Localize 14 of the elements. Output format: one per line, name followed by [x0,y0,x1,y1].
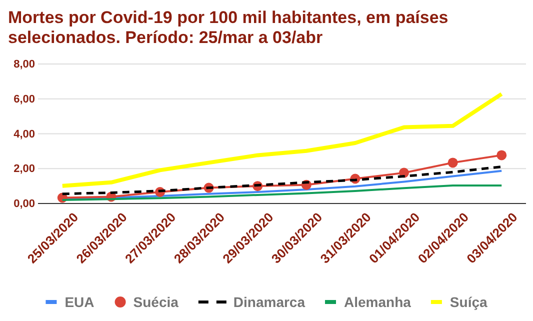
y-tick-label: 8,00 [14,58,35,71]
y-tick-label: 2,00 [14,163,35,176]
legend-label: Suíça [450,294,488,310]
y-tick-label: 0,00 [14,198,35,210]
y-tick-label: 6,00 [14,93,35,106]
line-series [60,92,504,188]
chart-title: Mortes por Covid-19 por 100 mil habitantes, em países selecionados. Período: 25/mar a 03/abr [8,8,448,47]
legend-label: Suécia [133,294,179,310]
legend-label: Dinamarca [233,294,306,310]
y-tick-label: 4,00 [14,128,35,140]
point [496,150,507,160]
legend-label: EUA [64,294,94,310]
legend-label: Alemanha [344,294,412,310]
point [448,158,458,168]
